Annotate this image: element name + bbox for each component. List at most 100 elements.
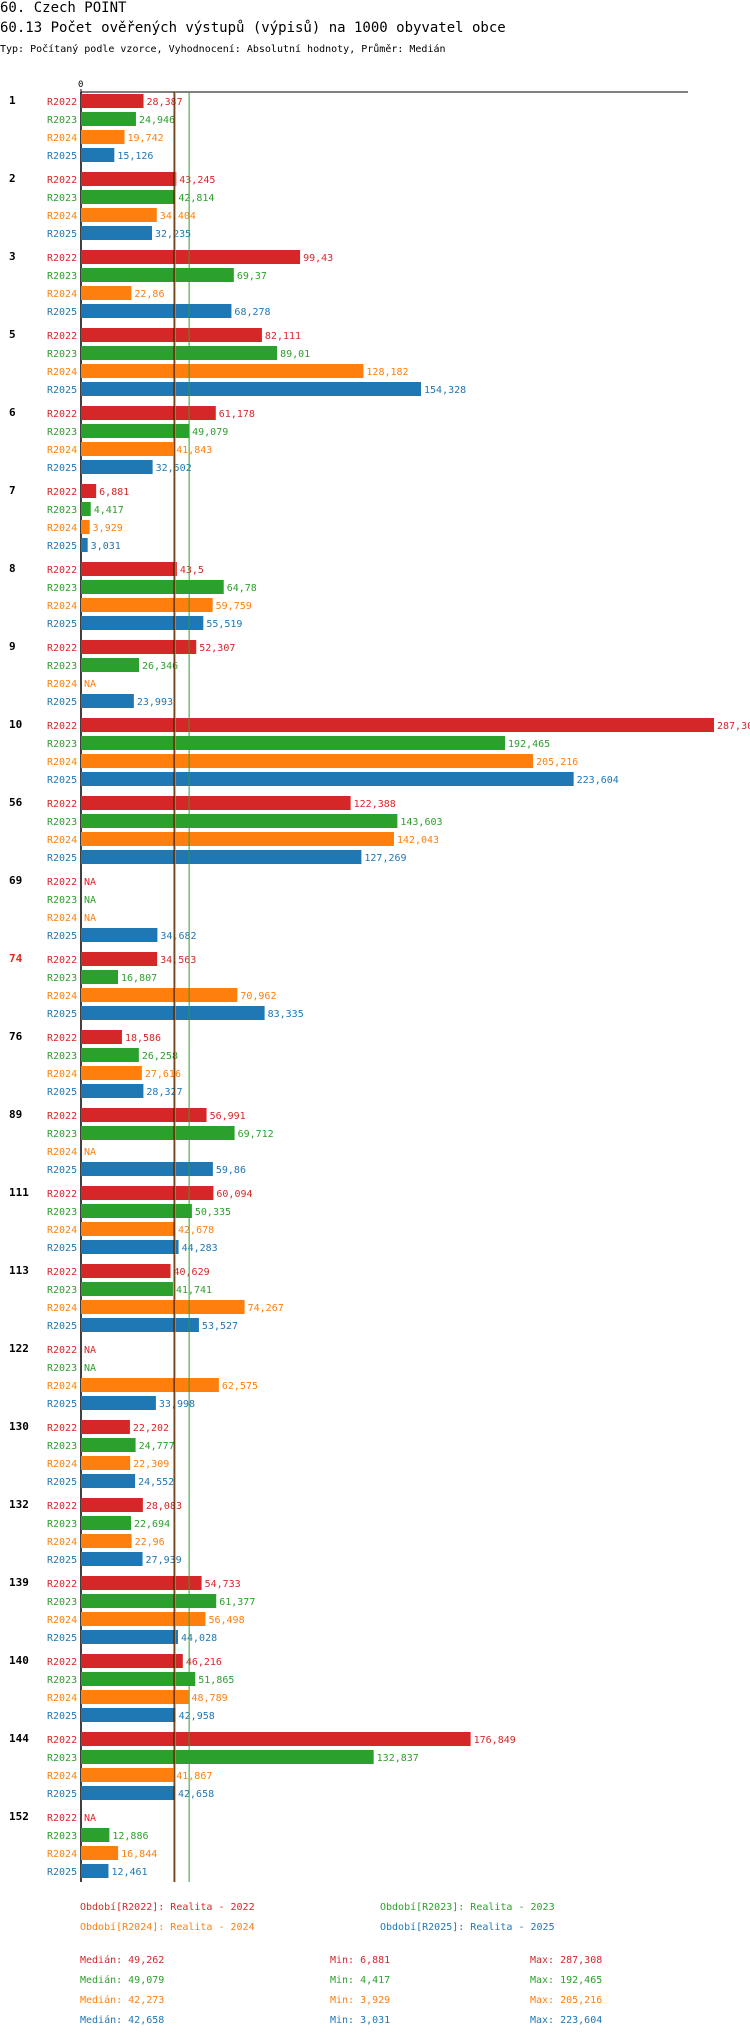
series-label: R2022: [47, 721, 77, 732]
series-label: R2025: [47, 1165, 77, 1176]
series-label: R2022: [47, 1657, 77, 1668]
value-label: NA: [84, 895, 96, 906]
series-label: R2023: [47, 1597, 77, 1608]
series-label: R2023: [47, 973, 77, 984]
series-label: R2023: [47, 817, 77, 828]
value-label: 24,777: [139, 1441, 175, 1452]
series-label: R2023: [47, 505, 77, 516]
value-label: 34,563: [160, 955, 196, 966]
bar-113-R2025: [81, 1318, 199, 1332]
bar-130-R2023: [81, 1438, 136, 1452]
bar-122-R2025: [81, 1396, 156, 1410]
bar-3-R2025: [81, 304, 232, 318]
bar-1-R2025: [81, 148, 115, 162]
value-label: 69,712: [238, 1129, 274, 1140]
value-label: 59,86: [216, 1165, 246, 1176]
value-label: 52,307: [199, 643, 235, 654]
value-label: NA: [84, 877, 96, 888]
value-label: 48,789: [191, 1693, 227, 1704]
bar-76-R2023: [81, 1048, 139, 1062]
value-label: 49,079: [192, 427, 228, 438]
series-label: R2022: [47, 1189, 77, 1200]
group-label: 3: [9, 250, 16, 263]
bar-111-R2025: [81, 1240, 179, 1254]
value-label: 28,387: [147, 97, 183, 108]
value-label: 69,37: [237, 271, 267, 282]
group-label: 144: [9, 1732, 29, 1745]
series-label: R2024: [47, 1069, 77, 1080]
group-label: 139: [9, 1576, 29, 1589]
bar-130-R2024: [81, 1456, 131, 1470]
group-label: 132: [9, 1498, 29, 1511]
value-label: 42,814: [178, 193, 214, 204]
series-label: R2024: [47, 1693, 77, 1704]
series-label: R2025: [47, 619, 77, 630]
value-label: 34,404: [160, 211, 196, 222]
value-label: 18,586: [125, 1033, 161, 1044]
bar-132-R2023: [81, 1516, 131, 1530]
series-label: R2024: [47, 1615, 77, 1626]
bar-130-R2025: [81, 1474, 136, 1488]
series-label: R2022: [47, 1813, 77, 1824]
series-label: R2022: [47, 1033, 77, 1044]
series-label: R2024: [47, 133, 77, 144]
value-label: 287,308: [717, 721, 750, 732]
value-label: NA: [84, 1363, 96, 1374]
value-label: 62,575: [222, 1381, 258, 1392]
series-label: R2022: [47, 1735, 77, 1746]
series-label: R2023: [47, 1675, 77, 1686]
series-label: R2023: [47, 115, 77, 126]
group-label: 130: [9, 1420, 29, 1433]
bar-2-R2024: [81, 208, 157, 222]
stat-median: Medián: 42,658: [80, 2014, 164, 2026]
bar-2-R2023: [81, 190, 176, 204]
series-label: R2023: [47, 1051, 77, 1062]
value-label: 44,283: [182, 1243, 218, 1254]
bar-132-R2025: [81, 1552, 143, 1566]
series-label: R2022: [47, 1579, 77, 1590]
series-label: R2025: [47, 1243, 77, 1254]
value-label: NA: [84, 1345, 96, 1356]
value-label: 61,377: [219, 1597, 255, 1608]
bar-7-R2022: [81, 484, 97, 498]
bar-9-R2023: [81, 658, 140, 672]
series-label: R2025: [47, 1477, 77, 1488]
value-label: 26,258: [142, 1051, 178, 1062]
series-label: R2022: [47, 799, 77, 810]
stat-max: Max: 223,604: [530, 2015, 602, 2026]
value-label: NA: [84, 913, 96, 924]
series-label: R2022: [47, 1423, 77, 1434]
value-label: 61,178: [219, 409, 255, 420]
series-label: R2022: [47, 1267, 77, 1278]
bar-56-R2022: [81, 796, 351, 810]
bar-10-R2022: [81, 718, 714, 732]
bar-140-R2024: [81, 1690, 189, 1704]
series-label: R2023: [47, 271, 77, 282]
group-label: 56: [9, 796, 23, 809]
value-label: 54,733: [205, 1579, 241, 1590]
bar-111-R2023: [81, 1204, 192, 1218]
group-label: 8: [9, 562, 16, 575]
bar-74-R2025: [81, 1006, 265, 1020]
bar-152-R2025: [81, 1864, 109, 1878]
value-label: NA: [84, 1147, 96, 1158]
value-label: 59,759: [216, 601, 252, 612]
chart-title: 60.13 Počet ověřených výstupů (výpisů) n…: [0, 20, 506, 36]
value-label: 89,01: [280, 349, 310, 360]
series-label: R2023: [47, 1441, 77, 1452]
bar-7-R2023: [81, 502, 91, 516]
series-label: R2023: [47, 739, 77, 750]
bar-8-R2024: [81, 598, 213, 612]
bar-76-R2024: [81, 1066, 142, 1080]
series-label: R2024: [47, 1537, 77, 1548]
group-label: 9: [9, 640, 16, 653]
series-label: R2022: [47, 877, 77, 888]
value-label: 26,346: [142, 661, 178, 672]
value-label: 22,202: [133, 1423, 169, 1434]
series-label: R2022: [47, 175, 77, 186]
series-label: R2024: [47, 211, 77, 222]
group-label: 5: [9, 328, 16, 341]
series-label: R2023: [47, 427, 77, 438]
value-label: 205,216: [536, 757, 578, 768]
